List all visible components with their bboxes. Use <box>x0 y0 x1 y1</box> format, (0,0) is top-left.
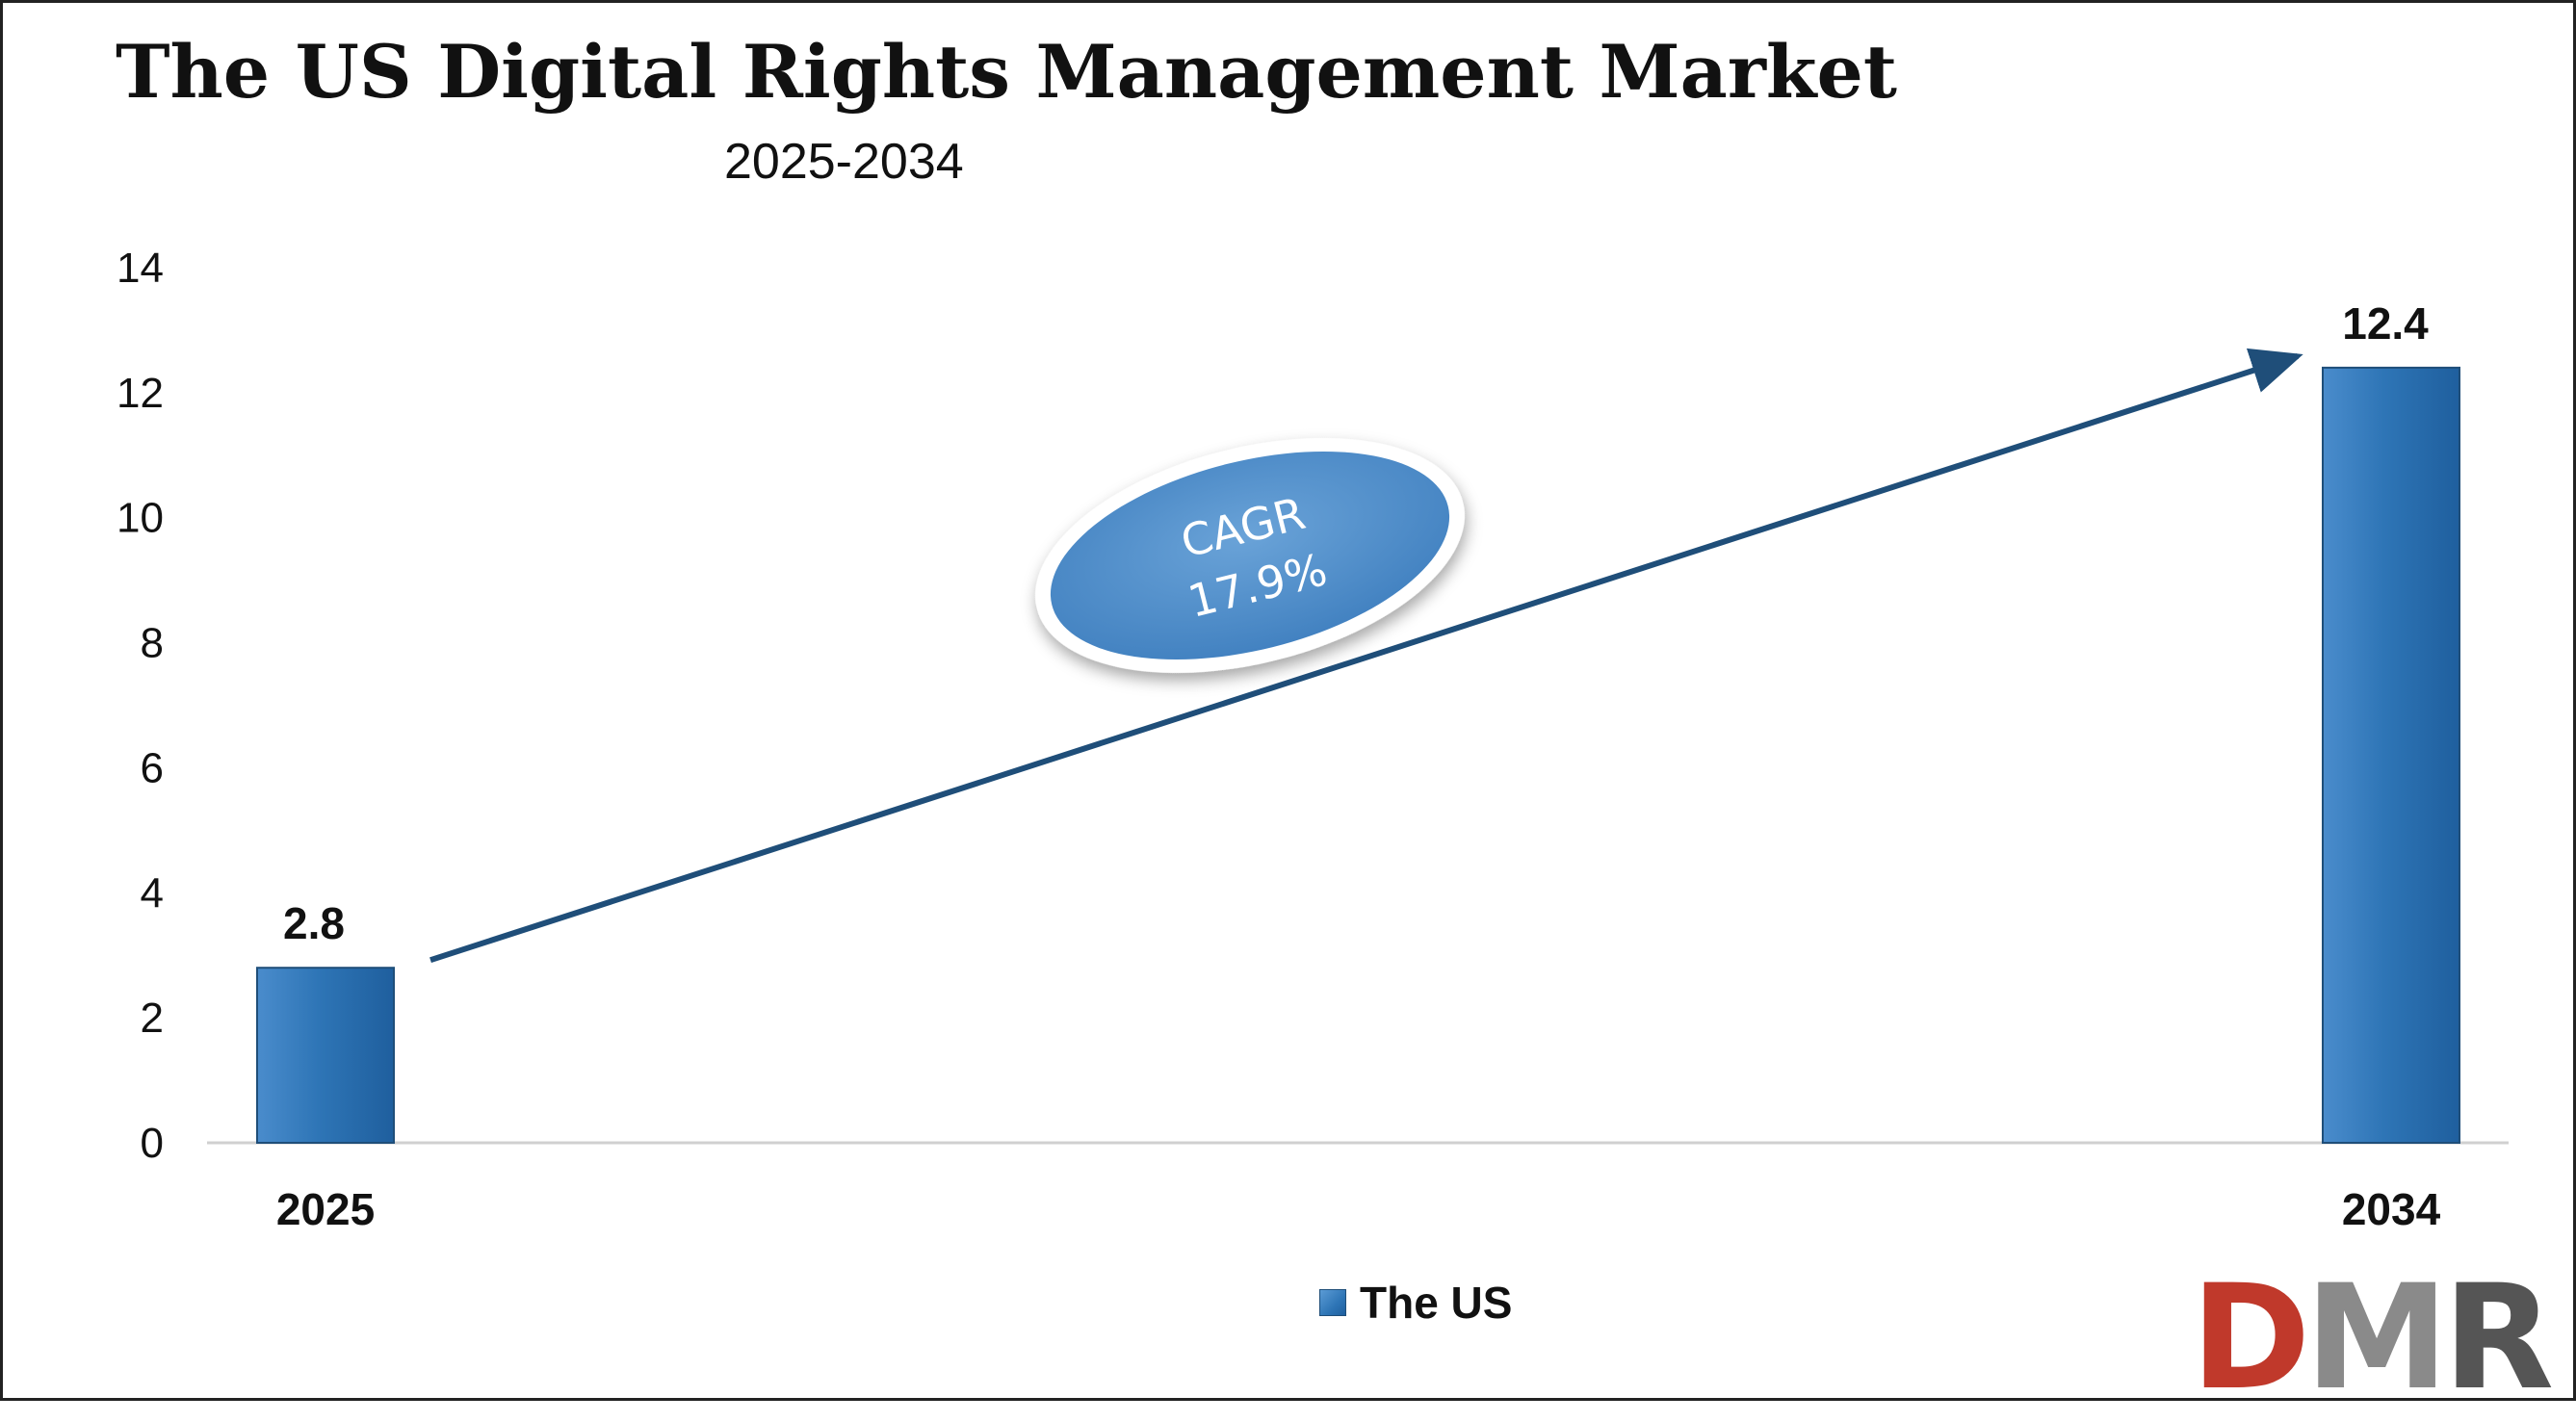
data-label: 12.4 <box>2342 298 2429 349</box>
bar-2025 <box>256 967 395 1145</box>
logo-letter-d: D <box>2191 1254 2310 1422</box>
logo-letter-m: M <box>2304 1254 2449 1422</box>
legend: The US <box>1319 1277 1512 1329</box>
y-tick-label: 14 <box>117 245 164 292</box>
y-tick-label: 0 <box>141 1120 164 1167</box>
dmr-logo: DMR <box>2191 1266 2554 1410</box>
data-labels: 2.8 12.4 <box>283 298 2429 948</box>
bars-group <box>256 366 2460 1145</box>
chart-title: The US Digital Rights Management Market <box>116 29 1897 115</box>
legend-swatch <box>1319 1289 1346 1316</box>
y-tick-label: 10 <box>117 495 164 542</box>
x-axis: 2025 2034 <box>276 1184 2441 1234</box>
y-tick-label: 6 <box>141 744 164 791</box>
bar-2034 <box>2322 366 2460 1144</box>
cagr-ellipse <box>1050 451 1450 660</box>
chart-subtitle: 2025-2034 <box>724 134 964 190</box>
y-tick-label: 2 <box>141 995 164 1042</box>
y-tick-label: 8 <box>141 620 164 667</box>
y-axis: 0 2 4 6 8 10 12 14 <box>117 245 164 1167</box>
y-tick-label: 12 <box>117 370 164 417</box>
cagr-arrow <box>429 348 2303 964</box>
data-label: 2.8 <box>283 898 345 948</box>
y-tick-label: 4 <box>141 869 164 917</box>
logo-letter-r: R <box>2442 1254 2554 1422</box>
legend-label: The US <box>1360 1278 1513 1328</box>
x-tick-label: 2034 <box>2342 1184 2441 1234</box>
x-tick-label: 2025 <box>276 1184 375 1234</box>
cagr-badge: CAGR 17.9% <box>1035 438 1465 673</box>
